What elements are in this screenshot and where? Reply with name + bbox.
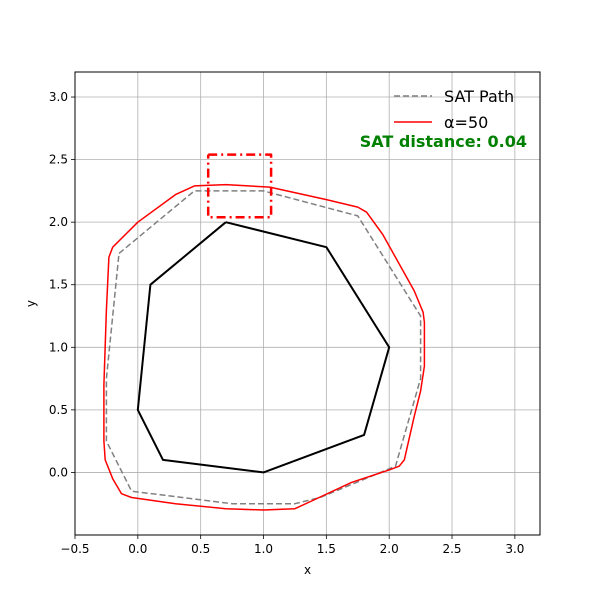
grid (74, 72, 540, 535)
plot-frame (74, 71, 541, 536)
x-tick-label: 2.0 (380, 542, 399, 556)
y-tick-label: 2.5 (49, 153, 68, 167)
obstacle-box (206, 153, 273, 219)
series-layer (103, 153, 426, 511)
sat-path-line (105, 190, 422, 505)
x-tick-label: −0.5 (60, 542, 89, 556)
alpha-50-line (103, 183, 426, 511)
y-tick-label: 0.5 (49, 403, 68, 417)
legend: SAT Path α=50 (394, 87, 514, 132)
x-tick-label: 2.5 (442, 542, 461, 556)
x-tick-label: 1.0 (254, 542, 273, 556)
x-axis-ticks: −0.5 0.0 0.5 1.0 1.5 2.0 2.5 3.0 (60, 535, 524, 556)
polygon-outline (136, 221, 391, 474)
sat-distance-annotation: SAT distance: 0.04 (360, 132, 527, 151)
y-tick-label: 0.0 (49, 465, 68, 479)
y-tick-label: 3.0 (49, 90, 68, 104)
x-axis-label: x (304, 563, 311, 577)
x-tick-label: 0.0 (128, 542, 147, 556)
x-tick-label: 0.5 (191, 542, 210, 556)
y-tick-label: 1.5 (49, 278, 68, 292)
x-tick-label: 1.5 (317, 542, 336, 556)
y-axis-label: y (24, 300, 38, 307)
y-axis-ticks: 0.0 0.5 1.0 1.5 2.0 2.5 3.0 (49, 90, 75, 479)
y-tick-label: 1.0 (49, 340, 68, 354)
legend-label-sat-path: SAT Path (444, 87, 514, 106)
y-tick-label: 2.0 (49, 215, 68, 229)
x-tick-label: 3.0 (505, 542, 524, 556)
legend-label-alpha: α=50 (444, 113, 488, 132)
